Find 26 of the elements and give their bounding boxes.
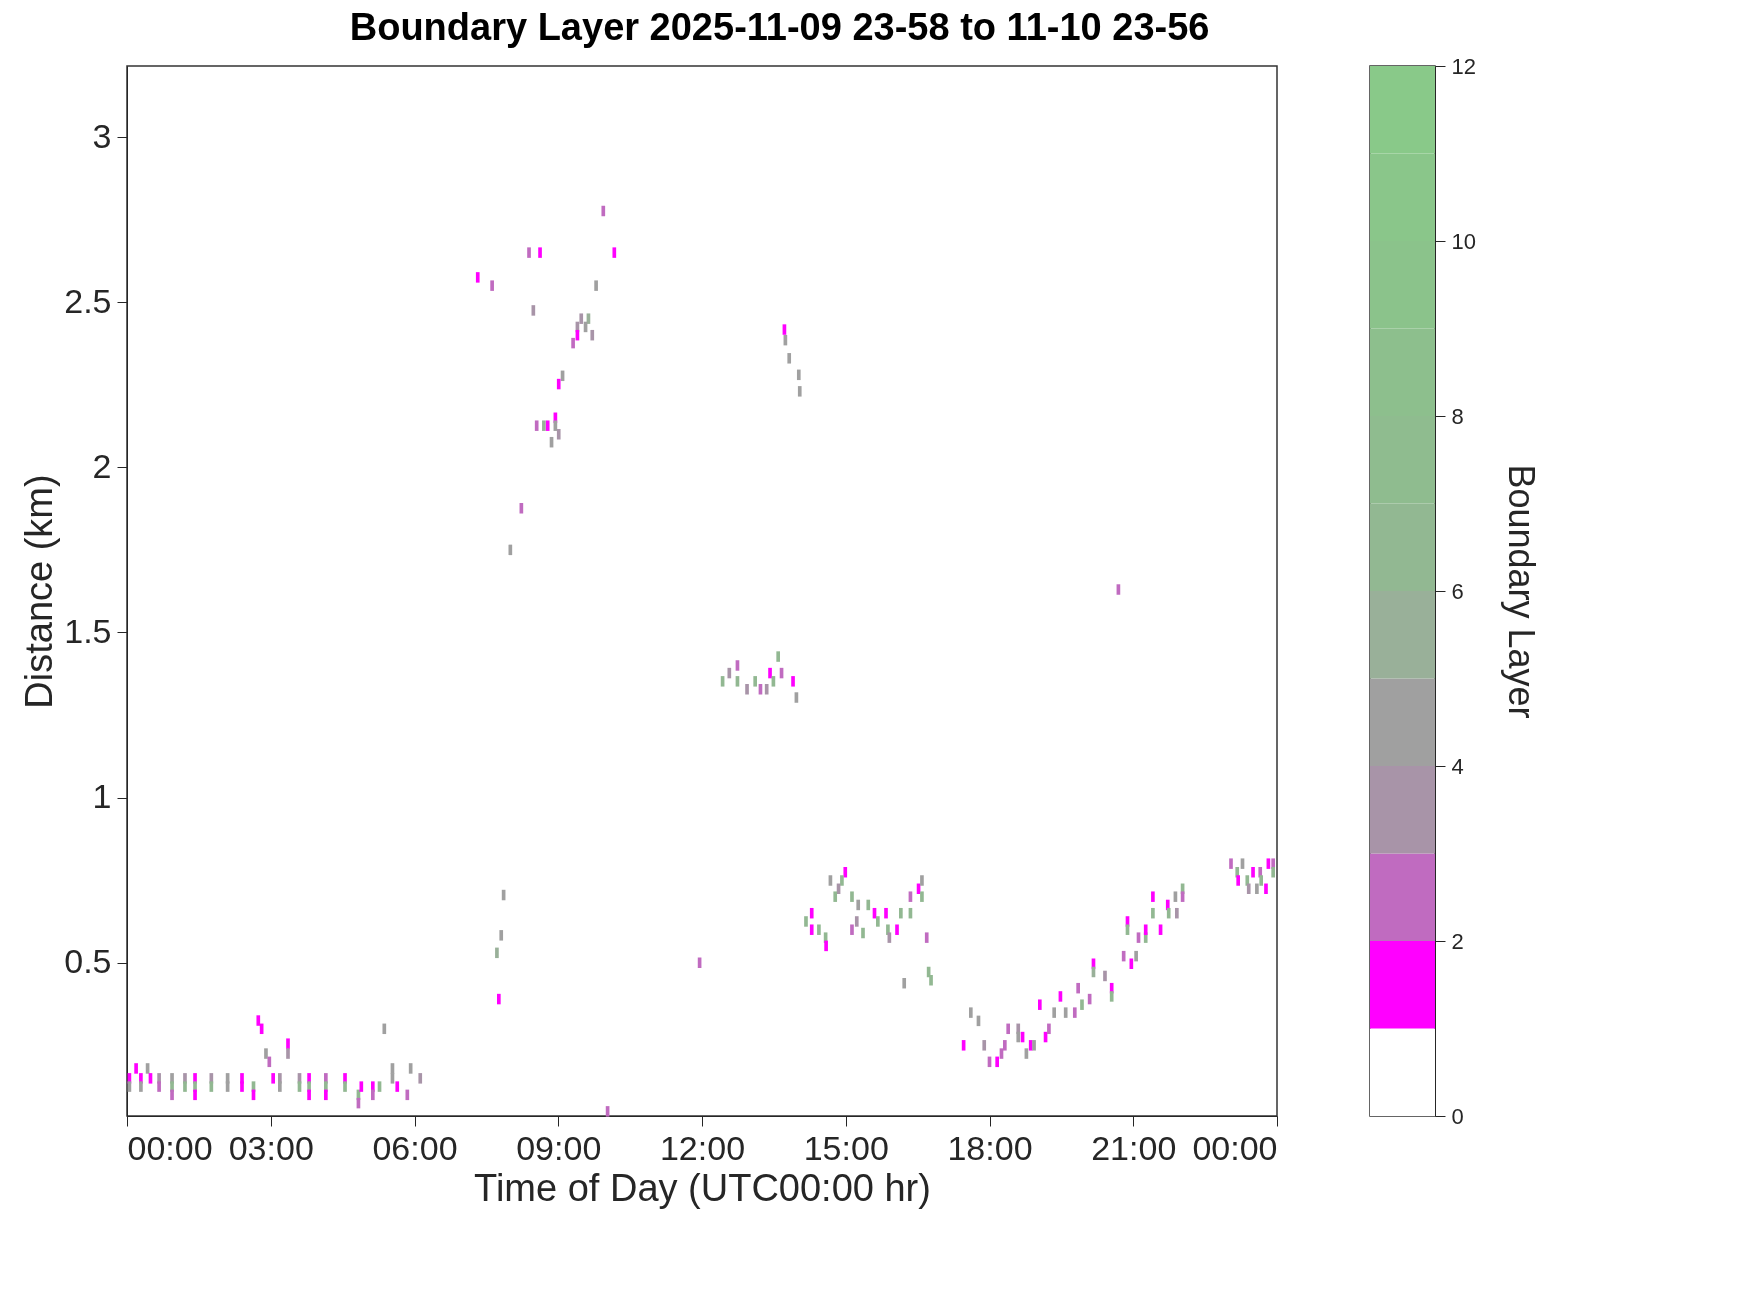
x-tick-label: 21:00 bbox=[1091, 1128, 1177, 1167]
y-tick-label: 1.5 bbox=[64, 611, 112, 650]
chart-title: Boundary Layer 2025-11-09 23-58 to 11-10 23-56 bbox=[349, 6, 1210, 49]
y-tick-label: 1 bbox=[92, 777, 112, 816]
color-bar-label: 12 bbox=[1451, 53, 1476, 79]
x-tick-label: 03:00 bbox=[228, 1128, 314, 1167]
color-bar-label: 10 bbox=[1451, 228, 1476, 254]
x-tick-label: 15:00 bbox=[803, 1128, 889, 1167]
color-bar-label: 4 bbox=[1451, 753, 1464, 779]
color-bar-label: 8 bbox=[1451, 403, 1464, 429]
x-axis-title: Time of Day (UTC00:00 hr) bbox=[474, 1166, 931, 1209]
y-tick-label: 3 bbox=[92, 116, 112, 155]
x-tick-label: 09:00 bbox=[516, 1128, 602, 1167]
x-tick-label: 12:00 bbox=[659, 1128, 746, 1167]
color-bar-label: 6 bbox=[1451, 578, 1464, 604]
y-tick-label: 2 bbox=[92, 446, 112, 485]
color-bar-label: 2 bbox=[1451, 928, 1464, 954]
y-axis-title: Distance (km) bbox=[18, 474, 61, 709]
y-tick-label: 2.5 bbox=[64, 281, 112, 320]
color-bar-label: 0 bbox=[1451, 1103, 1464, 1129]
x-tick-label: 18:00 bbox=[947, 1128, 1033, 1167]
x-tick-label: 00:00 bbox=[1192, 1128, 1278, 1167]
x-tick-label: 00:00 bbox=[127, 1128, 213, 1167]
y-tick-label: 0.5 bbox=[64, 942, 112, 981]
x-tick-label: 06:00 bbox=[372, 1128, 458, 1167]
color-bar-title: Boundary Layer bbox=[1500, 464, 1542, 719]
